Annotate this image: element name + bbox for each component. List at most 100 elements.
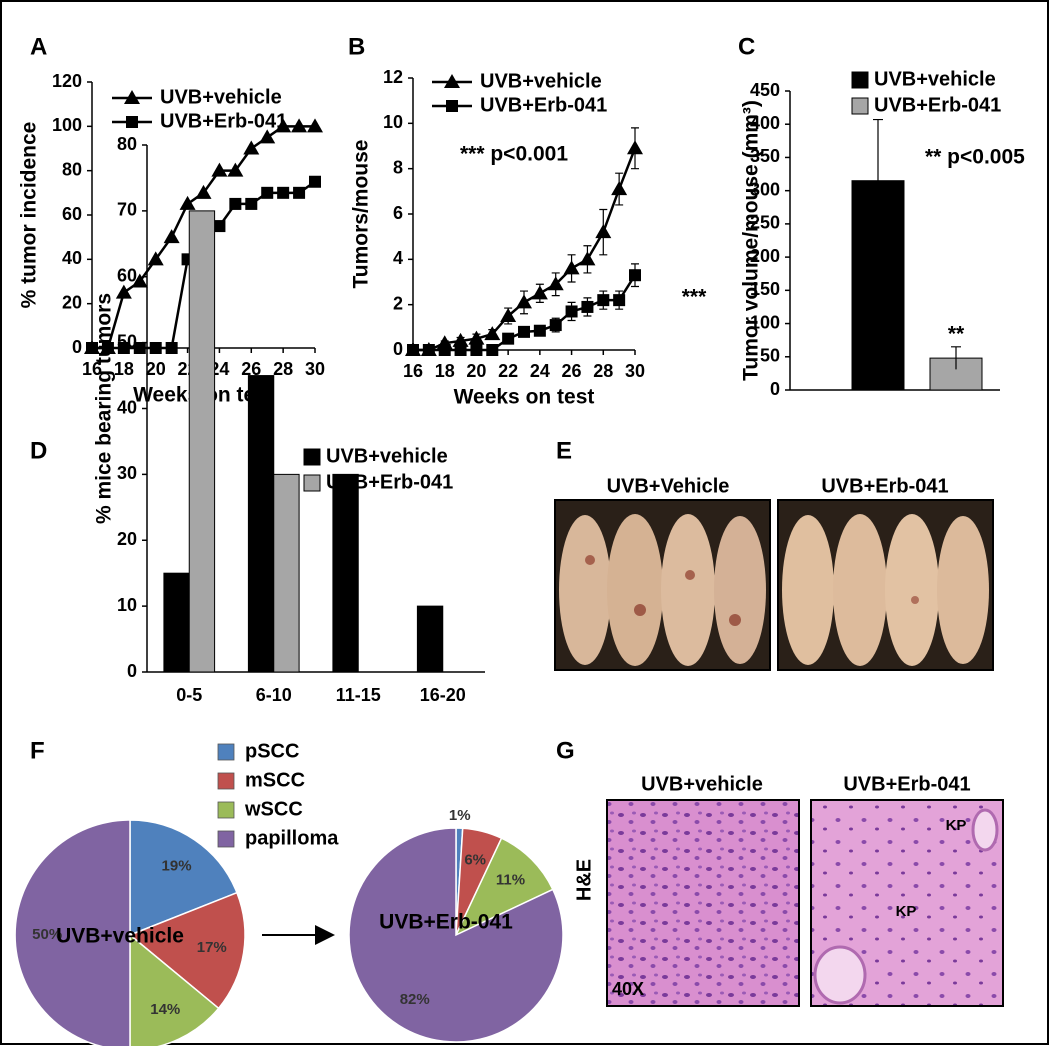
x-tick-label: 16 — [82, 359, 102, 379]
bar — [163, 572, 190, 673]
annotation: ** p<0.005 — [925, 146, 1025, 169]
marker-square — [213, 220, 226, 233]
y-axis-label: % tumor incidence — [18, 122, 41, 309]
y-tick-label: 60 — [117, 266, 137, 286]
marker-triangle — [452, 332, 469, 347]
y-tick-label: 80 — [117, 134, 137, 154]
legend-label: UVB+Erb-041 — [480, 94, 607, 116]
y-axis-label: Tumor volume/mouse (mm³) — [740, 100, 763, 381]
legend-label: wSCC — [244, 798, 303, 820]
keratin-pearl — [813, 945, 867, 1005]
keratin-pearl — [971, 808, 999, 852]
legend-swatch — [851, 71, 869, 89]
marker-triangle — [468, 330, 485, 345]
marker-square — [181, 253, 194, 266]
pie-center-label: UVB+Erb-041 — [379, 911, 513, 934]
y-tick-label: 0 — [770, 379, 780, 399]
y-tick-label: 2 — [393, 293, 403, 313]
marker-square — [117, 342, 130, 354]
y-tick-label: 400 — [750, 113, 780, 133]
legend-swatch — [303, 474, 321, 492]
bar — [416, 605, 444, 673]
marker-triangle — [131, 273, 148, 288]
marker-square — [133, 342, 146, 354]
y-tick-label: 120 — [52, 71, 82, 91]
y-tick-label: 20 — [117, 529, 137, 549]
bar — [273, 473, 300, 673]
legend-label: pSCC — [245, 740, 299, 762]
x-tick-label: 28 — [273, 359, 293, 379]
marker-triangle — [579, 251, 596, 266]
annotation: *** p<0.001 — [460, 143, 568, 166]
marker-triangle — [259, 129, 276, 144]
bar — [188, 210, 216, 673]
x-tick-label: 16 — [403, 361, 423, 381]
y-tick-label: 200 — [750, 246, 780, 266]
y-tick-label: 80 — [62, 159, 82, 179]
marker-triangle — [243, 140, 260, 155]
legend-swatch — [303, 448, 321, 466]
pie-slice — [128, 891, 246, 1010]
y-tick-label: 4 — [393, 248, 403, 268]
marker-square — [597, 294, 610, 307]
y-axis-label: Tumors/mouse — [350, 140, 373, 289]
magnification-label: 40X — [612, 979, 644, 999]
legend-label: UVB+Erb-041 — [160, 110, 287, 132]
legend-label: UVB+Erb-041 — [326, 471, 453, 493]
slice-label: 17% — [197, 939, 227, 956]
micrograph — [606, 799, 800, 1007]
x-tick-label: 30 — [625, 361, 645, 381]
x-tick-label: 0-5 — [176, 685, 202, 705]
photo-caption: UVB+Erb-041 — [821, 475, 948, 497]
y-tick-label: 20 — [62, 292, 82, 312]
marker-triangle — [307, 118, 323, 133]
annotation: *** — [682, 286, 707, 309]
micrograph-caption: UVB+vehicle — [641, 773, 763, 795]
photo — [554, 499, 771, 671]
marker-square — [581, 300, 594, 313]
panel-letter: E — [556, 437, 572, 464]
marker-square — [518, 325, 530, 338]
marker-triangle — [115, 284, 132, 299]
panel-letter: F — [30, 737, 45, 764]
marker-triangle — [611, 181, 628, 196]
y-tick-label: 8 — [393, 157, 403, 177]
marker-triangle — [444, 74, 460, 88]
marker-triangle — [147, 251, 164, 266]
x-tick-label: 26 — [241, 359, 261, 379]
marker-triangle — [516, 294, 532, 309]
y-tick-label: 0 — [393, 339, 403, 359]
y-tick-label: 450 — [750, 80, 780, 100]
y-tick-label: 50 — [760, 346, 780, 366]
y-tick-label: 10 — [117, 595, 137, 615]
marker-triangle — [291, 118, 308, 133]
pie-slice — [454, 837, 554, 937]
y-tick-label: 150 — [750, 279, 780, 299]
y-tick-label: 40 — [117, 397, 137, 417]
slice-label: 1% — [449, 807, 471, 824]
pie-slice — [129, 819, 238, 937]
y-axis-label: % mice bearing tumors — [93, 293, 116, 524]
marker-triangle — [595, 224, 612, 239]
legend-swatch — [217, 801, 235, 819]
marker-triangle — [163, 229, 180, 244]
pie-center-label: UVB+vehicle — [56, 925, 184, 948]
pie-slice — [348, 827, 564, 1043]
marker-square — [229, 197, 242, 210]
panel-letter: A — [30, 33, 47, 60]
pie-slice — [14, 819, 131, 1046]
marker-square — [533, 324, 546, 337]
x-tick-label: 24 — [530, 361, 550, 381]
marker-square — [407, 344, 419, 356]
stain-label: H&E — [573, 859, 595, 901]
marker-triangle — [227, 162, 244, 177]
x-tick-label: 28 — [593, 361, 613, 381]
pie-slice — [129, 933, 220, 1046]
marker-square — [261, 186, 274, 199]
legend-label: UVB+vehicle — [874, 68, 996, 90]
marker-square — [277, 186, 290, 199]
marker-square — [565, 305, 578, 318]
slice-label: 14% — [150, 1001, 180, 1018]
y-tick-label: 100 — [52, 115, 82, 135]
